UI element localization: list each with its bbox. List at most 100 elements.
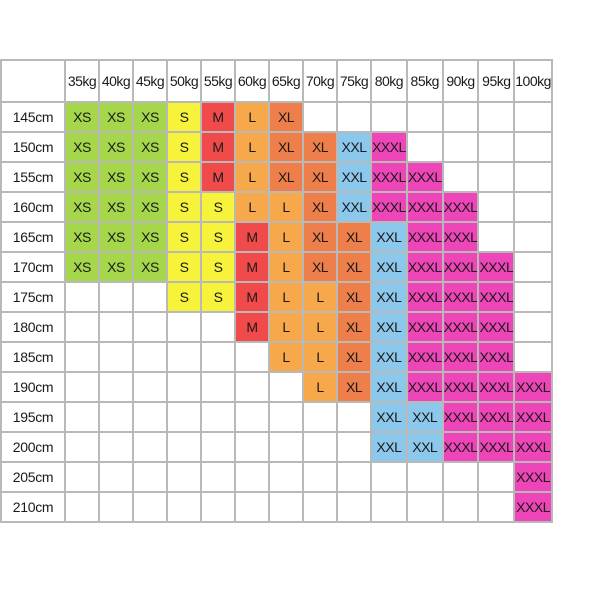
size-cell: XL	[336, 311, 372, 343]
size-cell: XL	[336, 221, 372, 253]
size-cell: XXXL	[477, 341, 516, 373]
empty-cell	[98, 401, 134, 433]
weight-header-50kg: 50kg	[166, 59, 202, 103]
empty-cell	[200, 461, 236, 493]
empty-cell	[405, 461, 444, 493]
weight-header-60kg: 60kg	[234, 59, 270, 103]
size-cell: L	[302, 371, 338, 403]
size-cell: XS	[98, 161, 134, 193]
size-cell: XXXL	[441, 281, 480, 313]
empty-cell	[405, 491, 444, 523]
table-row: 195cm XXL XXL XXXL XXXL XXXL	[0, 401, 553, 433]
empty-cell	[513, 221, 553, 253]
size-cell: XXXL	[441, 251, 480, 283]
size-cell: XS	[132, 251, 168, 283]
empty-cell	[477, 191, 516, 223]
size-cell: M	[234, 311, 270, 343]
size-cell: XL	[268, 161, 304, 193]
size-cell: L	[268, 341, 304, 373]
empty-cell	[132, 341, 168, 373]
weight-header-100kg: 100kg	[513, 59, 553, 103]
size-cell: L	[268, 311, 304, 343]
size-cell: XXXL	[405, 371, 444, 403]
empty-cell	[200, 371, 236, 403]
empty-cell	[477, 101, 516, 133]
empty-cell	[166, 461, 202, 493]
size-cell: XXXL	[405, 311, 444, 343]
empty-cell	[234, 341, 270, 373]
height-label-175cm: 175cm	[0, 281, 66, 313]
weight-header-35kg: 35kg	[64, 59, 100, 103]
size-cell: XS	[98, 221, 134, 253]
empty-cell	[302, 491, 338, 523]
height-label-190cm: 190cm	[0, 371, 66, 403]
height-label-170cm: 170cm	[0, 251, 66, 283]
weight-header-65kg: 65kg	[268, 59, 304, 103]
empty-cell	[268, 371, 304, 403]
size-cell: XXXL	[441, 341, 480, 373]
size-cell: XXL	[405, 431, 444, 463]
empty-cell	[441, 131, 480, 163]
height-label-195cm: 195cm	[0, 401, 66, 433]
empty-cell	[132, 311, 168, 343]
empty-cell	[336, 401, 372, 433]
size-cell: L	[234, 101, 270, 133]
size-cell: XXL	[370, 401, 408, 433]
empty-cell	[370, 491, 408, 523]
empty-cell	[370, 101, 408, 133]
empty-cell	[64, 371, 100, 403]
empty-cell	[477, 161, 516, 193]
empty-cell	[268, 431, 304, 463]
empty-cell	[234, 371, 270, 403]
table-row: 145cm XS XS XS S M L XL	[0, 101, 553, 133]
size-cell: XXXL	[405, 341, 444, 373]
empty-cell	[441, 101, 480, 133]
weight-header-row: 35kg 40kg 45kg 50kg 55kg 60kg 65kg 70kg 75kg 80kg…	[0, 59, 553, 103]
empty-cell	[132, 461, 168, 493]
size-cell: XXXL	[441, 311, 480, 343]
size-cell: XXXL	[441, 401, 480, 433]
size-cell: L	[268, 191, 304, 223]
table-row: 185cm L L XL XXL XXXL XXXL XXXL	[0, 341, 553, 373]
table-row: 200cm XXL XXL XXXL XXXL XXXL	[0, 431, 553, 463]
size-cell: S	[166, 251, 202, 283]
size-cell: L	[302, 311, 338, 343]
size-cell: XS	[98, 191, 134, 223]
empty-cell	[370, 461, 408, 493]
empty-cell	[98, 461, 134, 493]
weight-header-45kg: 45kg	[132, 59, 168, 103]
empty-cell	[513, 191, 553, 223]
empty-cell	[64, 431, 100, 463]
empty-cell	[234, 431, 270, 463]
empty-cell	[64, 341, 100, 373]
size-cell: S	[200, 191, 236, 223]
size-cell: M	[234, 251, 270, 283]
size-cell: XS	[64, 221, 100, 253]
weight-header-80kg: 80kg	[370, 59, 408, 103]
empty-cell	[268, 401, 304, 433]
size-cell: XS	[132, 221, 168, 253]
weight-header-85kg: 85kg	[405, 59, 444, 103]
empty-cell	[336, 491, 372, 523]
height-label-200cm: 200cm	[0, 431, 66, 463]
table-row: 190cm L XL XXL XXXL XXXL XXXL XXXL	[0, 371, 553, 403]
size-cell: XS	[132, 161, 168, 193]
size-cell: XL	[302, 191, 338, 223]
weight-header-40kg: 40kg	[98, 59, 134, 103]
weight-header-75kg: 75kg	[336, 59, 372, 103]
empty-cell	[166, 401, 202, 433]
size-cell: S	[166, 101, 202, 133]
height-label-165cm: 165cm	[0, 221, 66, 253]
size-cell: M	[234, 281, 270, 313]
size-cell: XXL	[370, 281, 408, 313]
size-cell: XS	[132, 131, 168, 163]
table-row: 150cm XS XS XS S M L XL XL XXL XXXL	[0, 131, 553, 163]
empty-cell	[234, 491, 270, 523]
size-cell: XS	[132, 191, 168, 223]
size-cell: XXXL	[513, 401, 553, 433]
empty-cell	[302, 431, 338, 463]
size-cell: XL	[302, 251, 338, 283]
size-cell: XL	[336, 371, 372, 403]
size-cell: XXXL	[477, 251, 516, 283]
size-cell: XS	[64, 191, 100, 223]
